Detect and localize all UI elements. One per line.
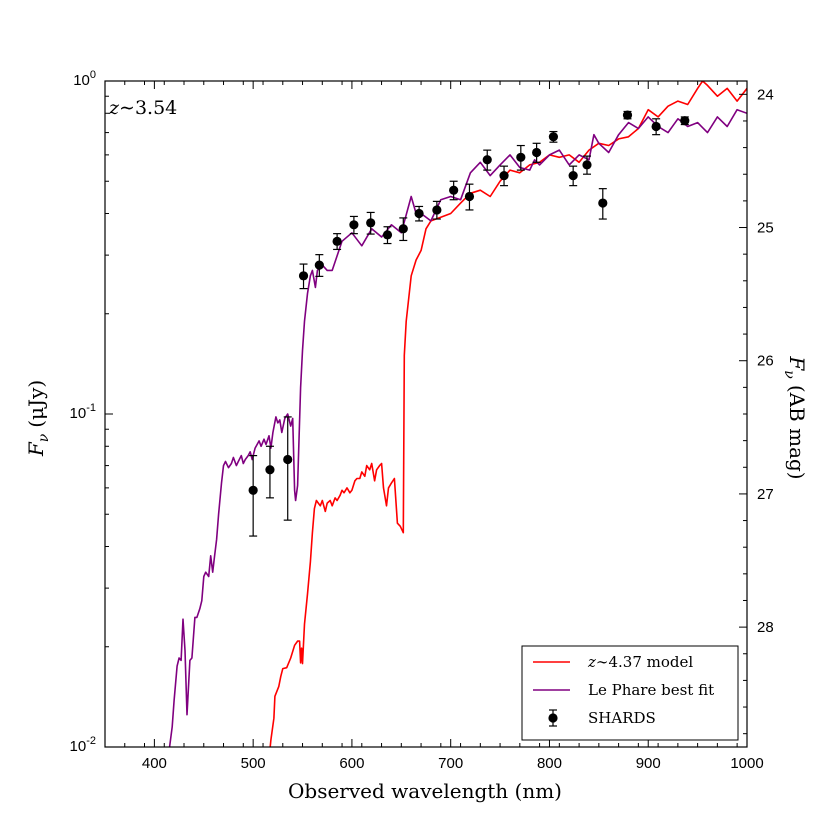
shards-point [568,165,578,187]
shards-point [349,215,359,235]
right-tick-label: 24 [757,86,774,103]
svg-text:Fν(AB mag): Fν(AB mag) [781,355,809,479]
legend-shards-swatch [548,709,558,727]
shards-point [314,254,324,277]
right-y-axis-title: Fν(AB mag) [781,355,809,479]
shards-point [366,211,376,235]
shards-point [680,116,690,126]
svg-text:Fν(μJy): Fν(μJy) [24,380,52,457]
series-layer [168,81,747,747]
data-marker [680,116,690,126]
shards-point [332,233,342,251]
data-marker [349,220,359,230]
data-marker [582,160,592,170]
lephare-fit-line [168,108,747,747]
right-tick-label: 27 [757,486,774,503]
legend-shards-label: SHARDS [588,709,656,727]
data-marker [432,205,442,215]
y-tick-label: 10-1 [70,402,96,422]
x-tick-label: 400 [142,755,167,772]
data-marker [298,271,309,281]
shards-point [248,455,258,537]
shards-point [532,142,542,163]
points-layer [248,110,690,537]
shards-point [265,445,275,499]
shards-point [414,205,424,222]
shards-point [449,180,459,201]
shards-point [548,130,559,143]
shards-point [651,118,661,136]
y-tick-label: 10-2 [70,735,96,755]
x-tick-label: 600 [339,755,364,772]
data-marker [598,198,608,208]
right-tick-label: 25 [757,220,774,237]
data-marker [314,260,324,270]
model-line-z437 [269,81,747,747]
data-marker [532,147,542,158]
shards-point [482,149,492,171]
data-marker [464,191,475,202]
shards-point [283,416,293,521]
shards-point [582,155,592,175]
legend-lephare-label: Le Phare best fit [588,681,714,699]
data-marker [382,230,393,240]
right-tick-label: 26 [757,353,774,370]
shards-point [622,110,633,120]
shards-point [516,144,526,171]
data-marker [366,218,376,228]
shards-point [499,165,509,187]
data-marker [499,170,509,181]
data-marker [332,236,342,246]
ticks-layer: 400 500 600 700 800 900 1000 100 10-1 10-2 24 25 26 2… [70,69,774,772]
data-marker [283,454,293,465]
x-tick-label: 800 [537,755,562,772]
shards-point [298,263,309,290]
x-tick-label: 900 [636,755,661,772]
left-y-axis-title: Fν(μJy) [24,380,52,457]
data-marker [548,132,559,142]
shards-point [598,188,608,220]
shards-point [464,183,475,211]
data-marker [622,110,633,120]
data-marker [449,185,459,195]
legend-model-label: z∼4.37 model [587,653,693,671]
shards-point [432,200,442,220]
x-axis-title: Observed wavelength (nm) [288,779,562,803]
data-marker [516,152,526,162]
x-tick-label: 1000 [730,755,763,772]
data-marker [398,224,408,234]
shards-point [398,217,408,242]
shards-point [382,226,393,245]
x-tick-label: 700 [438,755,463,772]
legend: z∼4.37 model Le Phare best fit SHARDS [521,645,739,741]
data-marker [248,485,258,495]
data-marker [651,121,661,132]
data-marker [265,465,275,475]
data-marker [414,208,424,219]
data-marker [568,170,578,181]
redshift-annotation: z∼3.54 [108,97,177,119]
data-marker [482,155,492,165]
right-tick-label: 28 [757,619,774,636]
y-tick-label: 100 [73,69,96,89]
x-tick-label: 500 [241,755,266,772]
